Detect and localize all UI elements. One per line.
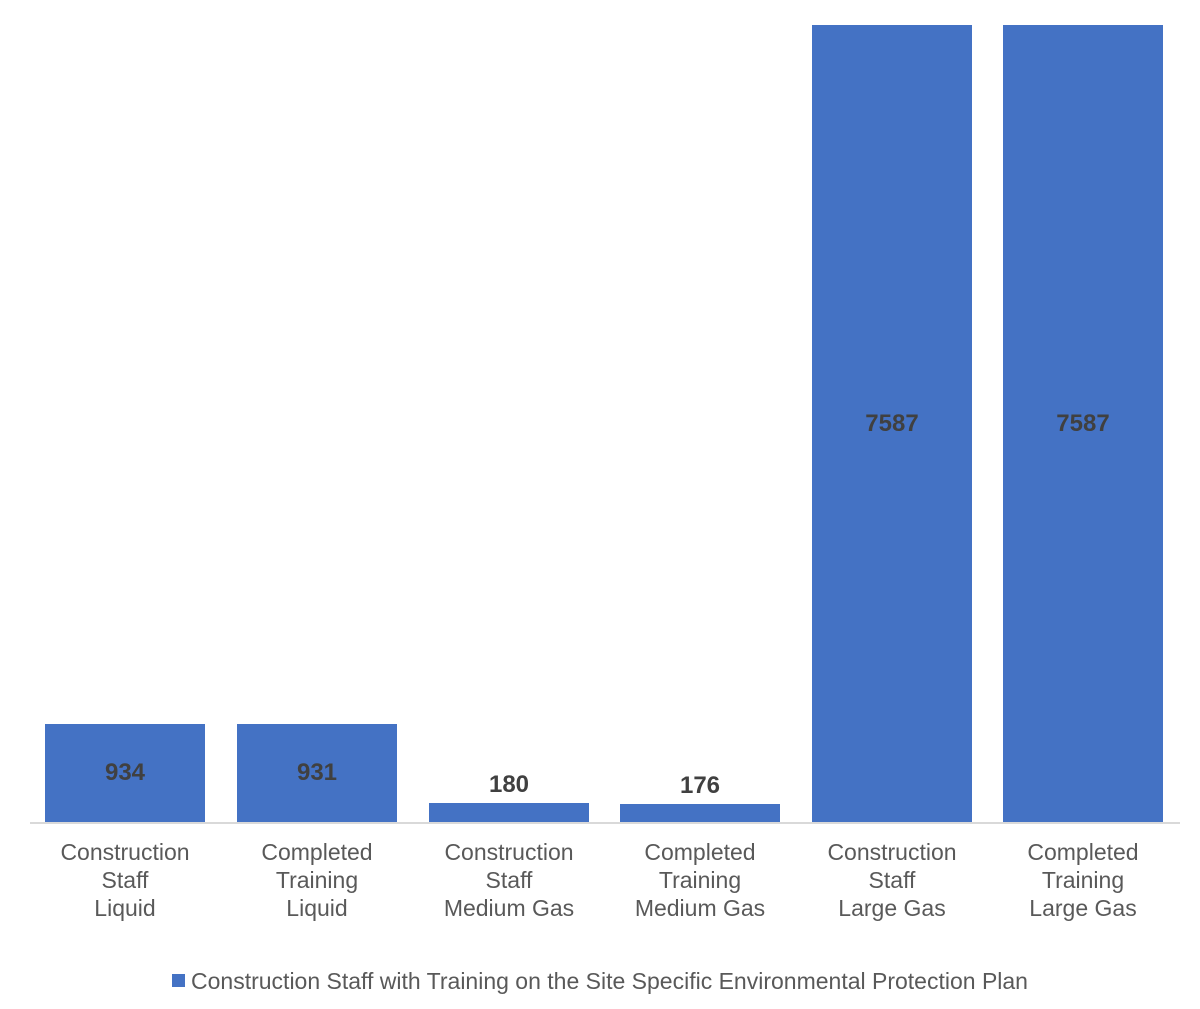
x-axis-line bbox=[30, 822, 1180, 824]
data-label: 931 bbox=[296, 759, 338, 786]
bar bbox=[620, 804, 780, 822]
bar bbox=[237, 724, 397, 822]
category-label: Construction Staff Medium Gas bbox=[443, 839, 575, 921]
data-label: 176 bbox=[679, 772, 721, 799]
category-label: Construction Staff Large Gas bbox=[827, 839, 957, 921]
legend-label: Construction Staff with Training on the … bbox=[191, 968, 1028, 994]
bar bbox=[429, 803, 589, 822]
data-label: 7587 bbox=[1056, 409, 1110, 437]
bar bbox=[1003, 25, 1163, 822]
category-label: Completed Training Medium Gas bbox=[634, 839, 766, 921]
legend-swatch-icon bbox=[172, 974, 186, 988]
category-label: Completed Training Liquid bbox=[261, 839, 373, 921]
bar bbox=[812, 25, 972, 822]
bar bbox=[45, 724, 205, 822]
category-label: Completed Training Large Gas bbox=[1027, 839, 1139, 921]
data-label: 7587 bbox=[865, 409, 919, 437]
legend: Construction Staff with Training on the … bbox=[0, 968, 1200, 995]
data-label: 180 bbox=[488, 771, 530, 798]
category-label: Construction Staff Liquid bbox=[60, 839, 190, 921]
data-label: 934 bbox=[104, 759, 146, 786]
